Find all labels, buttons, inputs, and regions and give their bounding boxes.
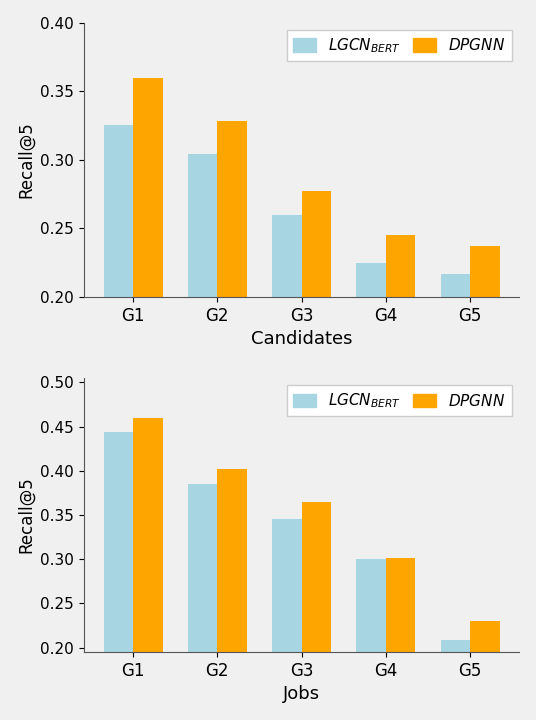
Bar <box>441 274 470 571</box>
Bar <box>386 558 415 720</box>
Bar <box>302 192 331 571</box>
Bar <box>217 122 247 571</box>
X-axis label: Jobs: Jobs <box>283 685 320 703</box>
Bar <box>470 621 500 720</box>
Bar <box>133 418 162 720</box>
Bar <box>217 469 247 720</box>
Y-axis label: Recall@5: Recall@5 <box>17 122 35 198</box>
Bar <box>441 639 470 720</box>
Legend: $\it{LGCN}_{\it{BERT}}$, $\it{DPGNN}$: $\it{LGCN}_{\it{BERT}}$, $\it{DPGNN}$ <box>287 385 512 416</box>
Bar <box>103 432 133 720</box>
Bar <box>103 125 133 571</box>
Bar <box>272 215 302 571</box>
Bar <box>188 484 217 720</box>
Bar <box>356 263 386 571</box>
Bar <box>356 559 386 720</box>
Bar <box>188 154 217 571</box>
Bar <box>133 78 162 571</box>
X-axis label: Candidates: Candidates <box>251 330 352 348</box>
Y-axis label: Recall@5: Recall@5 <box>17 477 35 554</box>
Bar <box>272 519 302 720</box>
Bar <box>386 235 415 571</box>
Bar <box>302 502 331 720</box>
Bar <box>470 246 500 571</box>
Legend: $\it{LGCN}_{\it{BERT}}$, $\it{DPGNN}$: $\it{LGCN}_{\it{BERT}}$, $\it{DPGNN}$ <box>287 30 512 61</box>
